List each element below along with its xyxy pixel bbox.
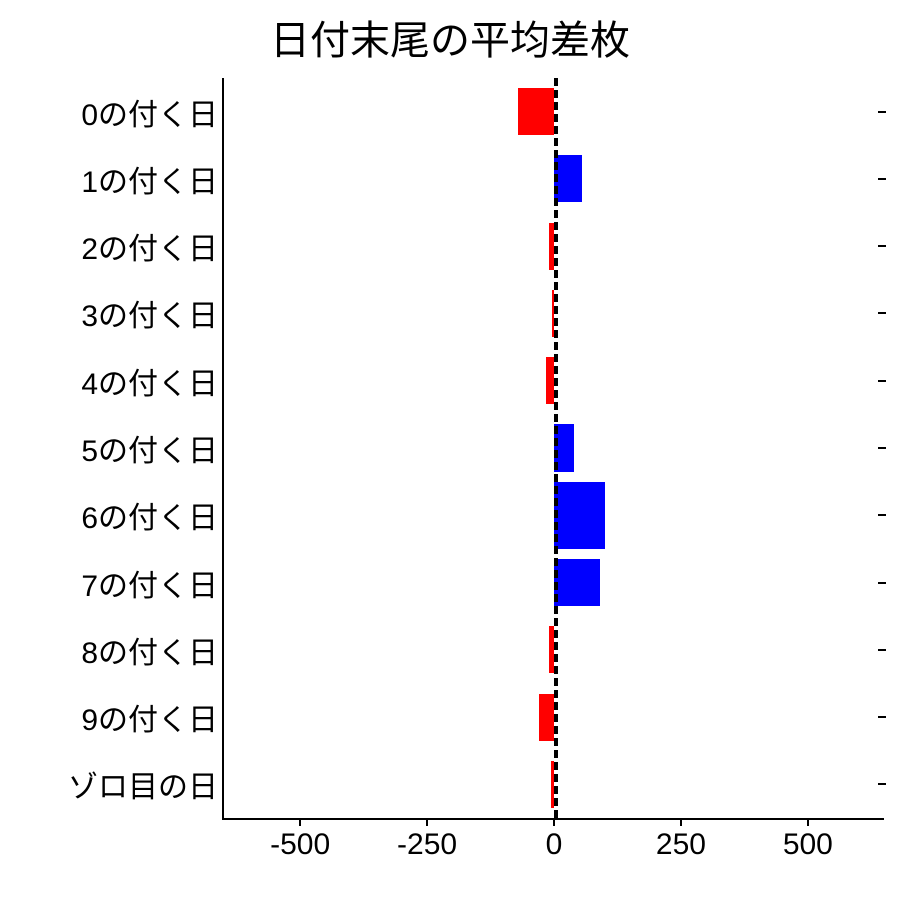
y-tick-label: 0の付く日 — [81, 90, 224, 134]
y-tick-mark — [878, 783, 886, 785]
bar — [539, 694, 554, 741]
x-tick-label: -500 — [270, 818, 330, 862]
bar — [546, 357, 554, 404]
bar — [554, 155, 582, 202]
y-tick-mark — [878, 716, 886, 718]
bar — [554, 482, 605, 549]
y-tick-label: 3の付く日 — [81, 291, 224, 335]
y-tick-label: 6の付く日 — [81, 493, 224, 537]
y-tick-label: 7の付く日 — [81, 561, 224, 605]
x-tick-label: 250 — [656, 818, 706, 862]
y-tick-label: 2の付く日 — [81, 224, 224, 268]
x-tick-label: 500 — [783, 818, 833, 862]
bar — [554, 559, 600, 606]
y-tick-mark — [878, 312, 886, 314]
y-tick-mark — [878, 111, 886, 113]
y-tick-mark — [878, 178, 886, 180]
y-tick-label: 1の付く日 — [81, 157, 224, 201]
y-tick-mark — [878, 447, 886, 449]
y-tick-mark — [878, 380, 886, 382]
zero-reference-line — [554, 78, 558, 818]
chart-container: 日付末尾の平均差枚 0の付く日1の付く日2の付く日3の付く日4の付く日5の付く日… — [0, 0, 900, 900]
x-tick-label: -250 — [397, 818, 457, 862]
plot-area: 0の付く日1の付く日2の付く日3の付く日4の付く日5の付く日6の付く日7の付く日… — [222, 78, 884, 820]
y-tick-label: 4の付く日 — [81, 359, 224, 403]
y-tick-mark — [878, 514, 886, 516]
bar — [518, 88, 554, 135]
y-tick-label: 9の付く日 — [81, 695, 224, 739]
y-tick-mark — [878, 245, 886, 247]
y-tick-label: 5の付く日 — [81, 426, 224, 470]
y-tick-label: 8の付く日 — [81, 628, 224, 672]
y-tick-label: ゾロ目の日 — [68, 762, 224, 806]
x-tick-label: 0 — [546, 818, 563, 862]
y-tick-mark — [878, 649, 886, 651]
chart-title: 日付末尾の平均差枚 — [0, 8, 900, 66]
y-tick-mark — [878, 582, 886, 584]
